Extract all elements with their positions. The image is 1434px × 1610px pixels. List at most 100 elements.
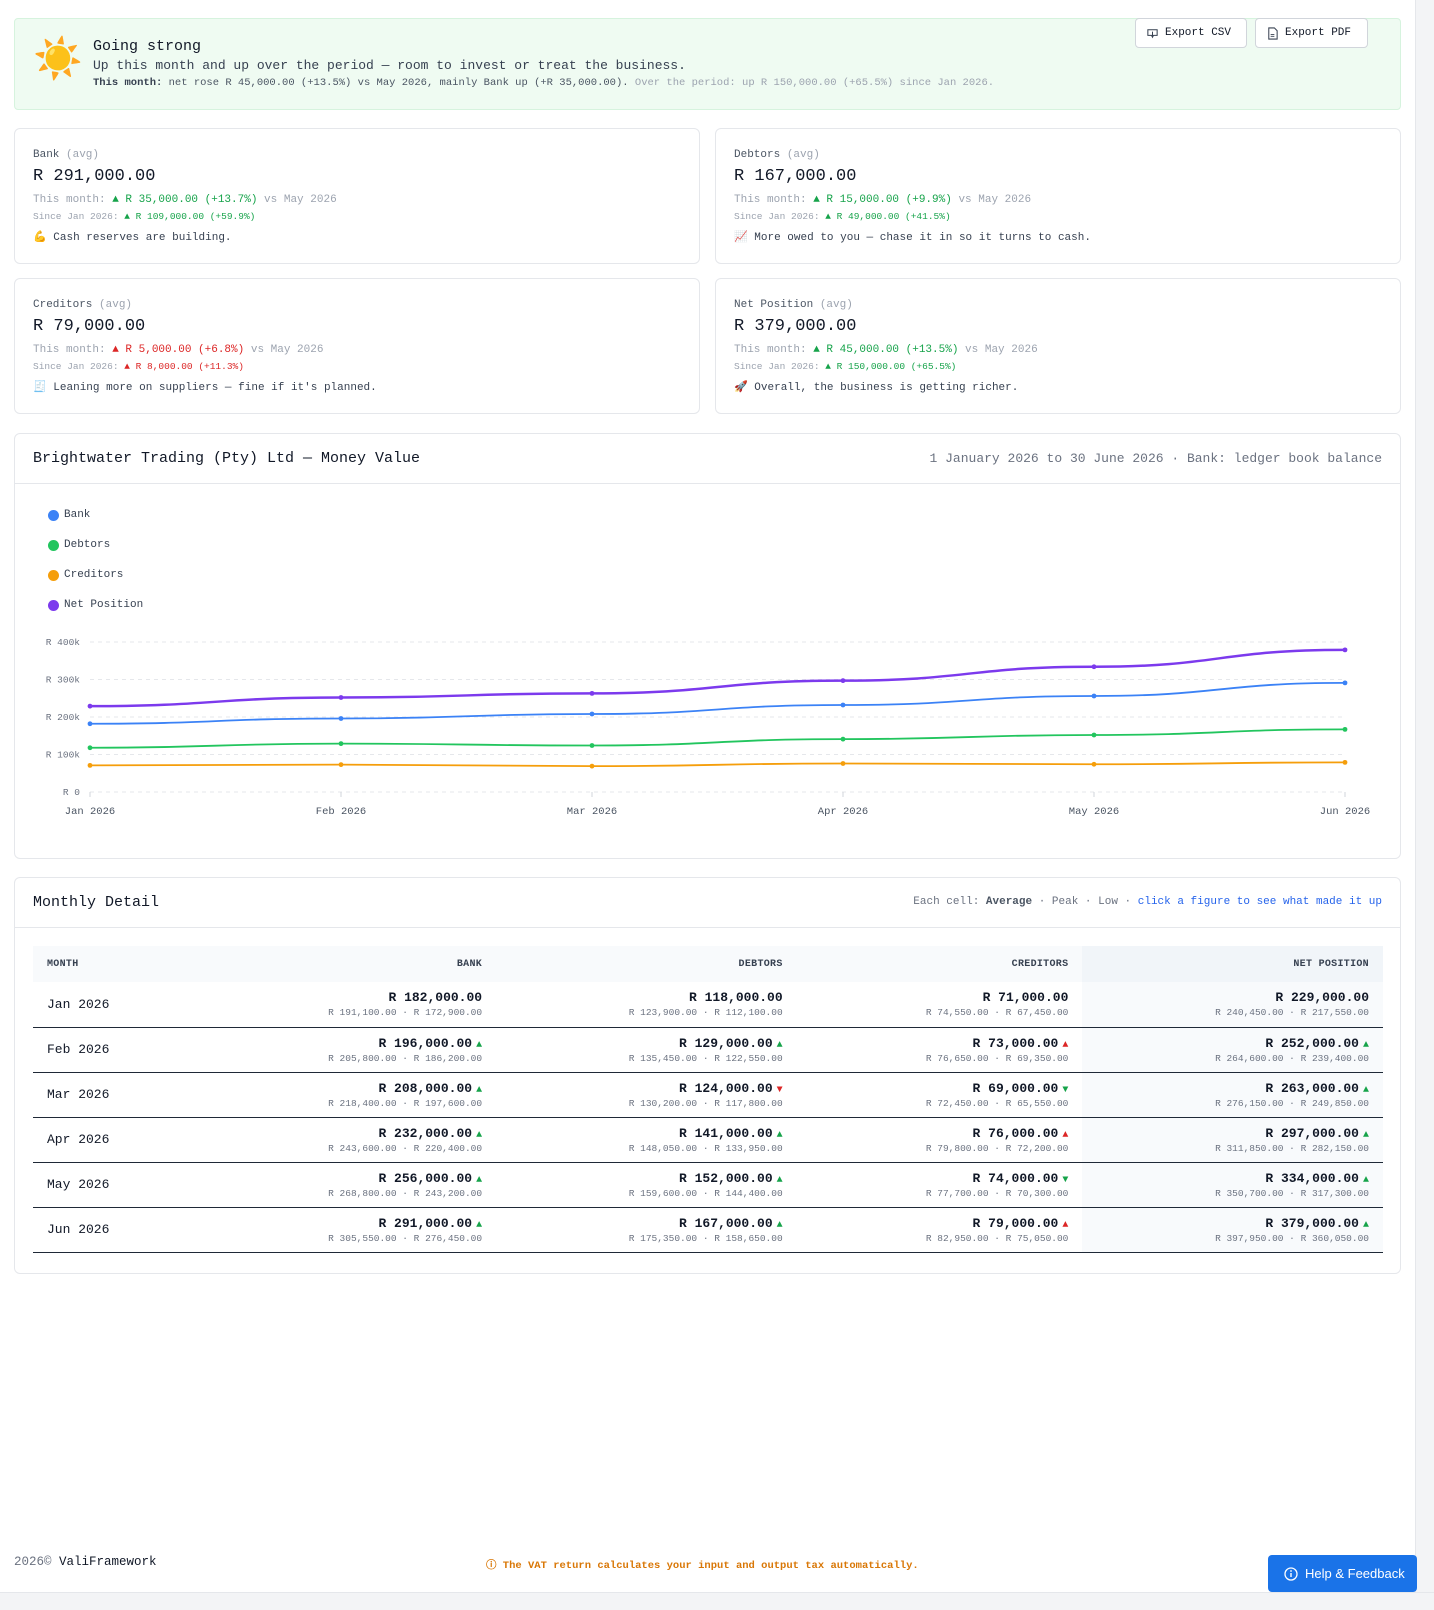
cell-average[interactable]: R 152,000.00 ▲	[679, 1170, 783, 1186]
export-csv-button[interactable]: Export CSV	[1135, 18, 1247, 48]
help-feedback-button[interactable]: Help & Feedback	[1268, 1555, 1417, 1592]
footer-brand-link[interactable]: ValiFramework	[51, 1555, 157, 1569]
card-value: R 79,000.00	[33, 317, 146, 336]
card-net-position: Net Position (avg) R 379,000.00 This mon…	[715, 278, 1401, 414]
chart-title: Brightwater Trading (Pty) Ltd — Money Va…	[33, 450, 421, 467]
sun-icon: ☀️	[33, 36, 83, 82]
cell-peak-low: R 82,950.00 · R 75,050.00	[925, 1232, 1069, 1244]
x-tick-label: Jun 2026	[1320, 806, 1370, 818]
cell-average[interactable]: R 71,000.00	[982, 990, 1069, 1006]
cell-average[interactable]: R 196,000.00 ▲	[378, 1035, 483, 1051]
data-point	[589, 763, 595, 769]
arrow-up-icon: ▲	[476, 1174, 483, 1186]
banner-subtitle: Up this month and up over the period — r…	[93, 58, 686, 73]
cell-peak-low: R 264,600.00 · R 239,400.00	[1215, 1052, 1369, 1064]
data-point	[87, 703, 93, 709]
legend-swatch	[48, 599, 59, 611]
cell-average[interactable]: R 141,000.00 ▲	[679, 1125, 783, 1141]
arrow-up-icon: ▲	[1362, 1084, 1369, 1096]
arrow-up-icon: ▲	[1362, 1174, 1369, 1186]
data-point	[87, 721, 93, 727]
arrow-up-icon: ▲	[1362, 1219, 1369, 1231]
arrow-up-icon: ▲	[1062, 1039, 1069, 1051]
data-point	[840, 761, 846, 766]
arrow-up-icon: ▲	[476, 1084, 483, 1096]
y-tick-label: R 0	[63, 787, 80, 798]
chart-increasing-icon: 📈	[734, 230, 748, 243]
cell-average[interactable]: R 208,000.00 ▲	[378, 1080, 483, 1096]
legend-label: Debtors	[64, 539, 111, 551]
arrow-up-icon: ▲	[1362, 1039, 1369, 1051]
value-cell: R 208,000.00 ▲ R 218,400.00 · R 197,600.00	[210, 1072, 497, 1118]
cell-peak-low: R 205,800.00 · R 186,200.00	[328, 1052, 483, 1064]
legend-item-bank[interactable]: Bank	[48, 509, 90, 521]
column-header-month: MONTH	[33, 946, 211, 982]
card-label: Bank (avg)	[33, 149, 100, 161]
data-point	[1091, 761, 1097, 767]
export-pdf-button[interactable]: Export PDF	[1255, 18, 1368, 48]
cell-average[interactable]: R 379,000.00 ▲	[1265, 1215, 1369, 1231]
cell-peak-low: R 397,950.00 · R 360,050.00	[1215, 1232, 1369, 1244]
banner-title: Going strong	[93, 38, 202, 55]
y-tick-label: R 400k	[46, 637, 81, 648]
cell-average[interactable]: R 263,000.00 ▲	[1265, 1080, 1369, 1096]
horizontal-scrollbar[interactable]	[0, 1592, 1434, 1610]
series-line-creditors	[89, 761, 1346, 768]
banner-detail-label: This month:	[93, 77, 163, 89]
value-cell: R 73,000.00 ▲ R 76,650.00 · R 69,350.00	[796, 1027, 1083, 1073]
cell-average[interactable]: R 297,000.00 ▲	[1265, 1125, 1369, 1141]
value-cell: R 252,000.00 ▲ R 264,600.00 · R 239,400.00	[1082, 1027, 1383, 1073]
arrow-up-icon: ▲	[476, 1039, 483, 1051]
arrow-down-icon: ▼	[1062, 1084, 1069, 1096]
x-tick-label: May 2026	[1069, 806, 1119, 818]
cell-peak-low: R 175,350.00 · R 158,650.00	[628, 1232, 783, 1244]
cell-average[interactable]: R 334,000.00 ▲	[1265, 1170, 1369, 1186]
arrow-up-icon: ▲	[776, 1039, 783, 1051]
data-point	[338, 762, 344, 768]
data-point	[338, 695, 344, 700]
chart-panel: Brightwater Trading (Pty) Ltd — Money Va…	[14, 433, 1401, 859]
cell-average[interactable]: R 167,000.00 ▲	[679, 1215, 783, 1231]
cell-average[interactable]: R 124,000.00 ▼	[679, 1080, 783, 1096]
legend-item-net-position[interactable]: Net Position	[48, 599, 143, 611]
rocket-icon: 🚀	[734, 380, 748, 393]
cell-peak-low: R 311,850.00 · R 282,150.00	[1215, 1142, 1369, 1154]
download-icon	[1147, 28, 1158, 38]
cell-average[interactable]: R 79,000.00 ▲	[972, 1215, 1069, 1231]
cell-average[interactable]: R 118,000.00	[689, 990, 783, 1006]
value-cell: R 118,000.00 R 123,900.00 · R 112,100.00	[496, 982, 797, 1028]
card-note: 💪 Cash reserves are building.	[33, 230, 232, 244]
table-row: Jun 2026 R 291,000.00 ▲ R 305,550.00 · R 27…	[33, 1207, 1383, 1253]
legend-item-creditors[interactable]: Creditors	[48, 569, 123, 581]
legend-item-debtors[interactable]: Debtors	[48, 539, 110, 551]
cell-average[interactable]: R 69,000.00 ▼	[972, 1080, 1069, 1096]
cell-peak-low: R 218,400.00 · R 197,600.00	[328, 1097, 483, 1109]
flexed-biceps-icon: 💪	[33, 230, 47, 243]
cell-average[interactable]: R 76,000.00 ▲	[972, 1125, 1069, 1141]
card-label: Creditors (avg)	[33, 299, 133, 311]
data-point	[87, 762, 93, 768]
export-pdf-label: Export PDF	[1285, 27, 1352, 39]
cell-average[interactable]: R 252,000.00 ▲	[1265, 1035, 1369, 1051]
cell-average[interactable]: R 256,000.00 ▲	[378, 1170, 483, 1186]
cell-average[interactable]: R 129,000.00 ▲	[679, 1035, 783, 1051]
card-value: R 167,000.00	[734, 167, 857, 186]
table-row: Feb 2026 R 196,000.00 ▲ R 205,800.00 · R 18…	[33, 1027, 1383, 1073]
status-banner: ☀️ Going strong Up this month and up ove…	[14, 18, 1401, 110]
value-cell: R 196,000.00 ▲ R 205,800.00 · R 186,200.00	[210, 1027, 497, 1073]
cell-peak-low: R 159,600.00 · R 144,400.00	[628, 1187, 783, 1199]
cell-peak-low: R 130,200.00 · R 117,800.00	[628, 1097, 783, 1109]
cell-average[interactable]: R 74,000.00 ▼	[972, 1170, 1069, 1186]
cell-average[interactable]: R 229,000.00	[1275, 990, 1369, 1006]
help-feedback-label: Help & Feedback	[1305, 1566, 1405, 1581]
cell-average[interactable]: R 232,000.00 ▲	[378, 1125, 483, 1141]
vertical-scrollbar[interactable]	[1415, 0, 1434, 1592]
cell-average[interactable]: R 291,000.00 ▲	[378, 1215, 483, 1231]
table-row: Mar 2026 R 208,000.00 ▲ R 218,400.00 · R 19…	[33, 1072, 1383, 1118]
x-tick-label: Mar 2026	[567, 806, 617, 818]
cell-peak-low: R 148,050.00 · R 133,950.00	[628, 1142, 783, 1154]
cell-average[interactable]: R 73,000.00 ▲	[972, 1035, 1069, 1051]
table-header-row: MONTH BANK DEBTORS CREDITORS NET POSITIO…	[33, 946, 1383, 982]
cell-average[interactable]: R 182,000.00	[388, 990, 483, 1006]
drilldown-hint-link[interactable]: click a figure to see what made it up	[1137, 896, 1382, 908]
